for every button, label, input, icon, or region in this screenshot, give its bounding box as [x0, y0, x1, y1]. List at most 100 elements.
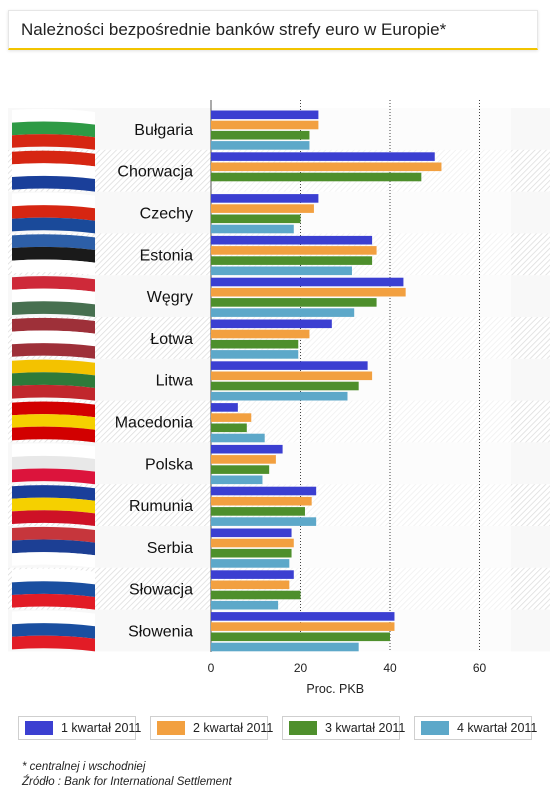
bar	[211, 152, 435, 161]
flag-stripe	[12, 568, 95, 585]
bar	[211, 559, 290, 568]
flag-stripe	[12, 384, 95, 401]
bar	[211, 517, 317, 526]
x-axis-label: Proc. PKB	[306, 682, 364, 696]
bar	[211, 496, 312, 506]
bar	[211, 277, 404, 287]
flag-stripe	[12, 623, 95, 639]
bar	[211, 580, 290, 590]
bar	[211, 600, 279, 610]
bar	[211, 642, 359, 652]
flag-stripe	[12, 414, 95, 430]
flag-stripe	[12, 150, 95, 167]
legend: 1 kwartał 2011 2 kwartał 2011 3 kwartał 20…	[18, 716, 537, 742]
flag-8	[12, 401, 95, 443]
flag-stripe	[12, 468, 95, 485]
legend-label: 2 kwartał 2011	[193, 721, 274, 735]
legend-item: 4 kwartał 2011	[414, 716, 537, 740]
bar	[211, 612, 395, 621]
category-label: Rumunia	[129, 498, 193, 515]
category-label: Macedonia	[115, 415, 193, 432]
category-label: Polska	[145, 456, 193, 473]
flag-stripe	[12, 343, 95, 359]
flag-stripe	[12, 288, 95, 305]
category-label: Czechy	[140, 206, 193, 223]
bar	[211, 194, 319, 203]
flag-stripe	[12, 276, 95, 292]
bar	[211, 204, 314, 213]
flag-10	[12, 485, 95, 526]
flag-12	[12, 568, 95, 610]
x-tick-label: 0	[208, 661, 215, 675]
bar	[211, 130, 310, 140]
flag-stripe	[12, 217, 95, 234]
source-note: Źródło : Bank for International Settleme…	[22, 776, 232, 788]
page-title: Należności bezpośrednie banków strefy eu…	[21, 20, 447, 39]
flag-11	[12, 526, 95, 568]
category-label: Serbia	[147, 540, 193, 557]
flag-stripe	[12, 330, 95, 347]
bar	[211, 433, 265, 443]
flag-stripe	[12, 121, 95, 138]
flags	[12, 108, 95, 652]
category-label: Węgry	[147, 289, 193, 306]
category-label: Słowenia	[128, 624, 193, 641]
bar	[211, 319, 332, 329]
category-label: Chorwacja	[117, 164, 193, 181]
flag-3	[12, 192, 95, 234]
bar	[211, 266, 352, 276]
bar	[211, 224, 294, 234]
flag-stripe	[12, 192, 95, 209]
flag-stripe	[12, 205, 95, 221]
bar	[211, 381, 359, 391]
bar	[211, 444, 283, 454]
bar	[211, 308, 355, 317]
flag-stripe	[12, 134, 95, 150]
bar	[211, 361, 368, 370]
bar	[211, 413, 252, 422]
category-label: Słowacja	[129, 582, 193, 599]
flag-stripe	[12, 317, 95, 334]
flag-5	[12, 276, 95, 317]
flag-stripe	[12, 510, 95, 526]
bar	[211, 329, 310, 339]
bar	[211, 246, 377, 255]
flag-stripe	[12, 581, 95, 597]
flag-stripe	[12, 635, 95, 652]
x-tick-label: 60	[473, 661, 487, 675]
flag-stripe	[12, 372, 95, 388]
flag-stripe	[12, 526, 95, 543]
bar	[211, 339, 299, 349]
notes: * centralnej i wschodniej Źródło : Bank …	[22, 760, 232, 790]
bar	[211, 475, 263, 485]
bar	[211, 622, 395, 631]
bar	[211, 507, 305, 516]
category-label: Litwa	[156, 373, 193, 390]
x-tick-label: 40	[383, 661, 397, 675]
bar	[211, 538, 294, 548]
flag-stripe	[12, 552, 95, 568]
flag-6	[12, 317, 95, 359]
flag-stripe	[12, 610, 95, 627]
bar	[211, 403, 238, 412]
flag-stripe	[12, 426, 95, 443]
flag-stripe	[12, 497, 95, 514]
category-label: Łotwa	[150, 331, 193, 348]
category-label: Bułgaria	[134, 122, 193, 139]
flag-stripe	[12, 108, 95, 125]
flag-stripe	[12, 593, 95, 610]
bar	[211, 548, 292, 558]
legend-item: 2 kwartał 2011	[150, 716, 273, 740]
flag-stripe	[12, 246, 95, 263]
bar	[211, 110, 319, 120]
legend-swatch	[25, 721, 53, 735]
bar	[211, 235, 373, 245]
bar	[211, 465, 270, 474]
flag-stripe	[12, 455, 95, 472]
bar	[211, 528, 292, 538]
category-label: Estonia	[140, 247, 193, 264]
legend-label: 3 kwartał 2011	[325, 721, 406, 735]
flag-stripe	[12, 163, 95, 179]
flag-stripe	[12, 485, 95, 501]
